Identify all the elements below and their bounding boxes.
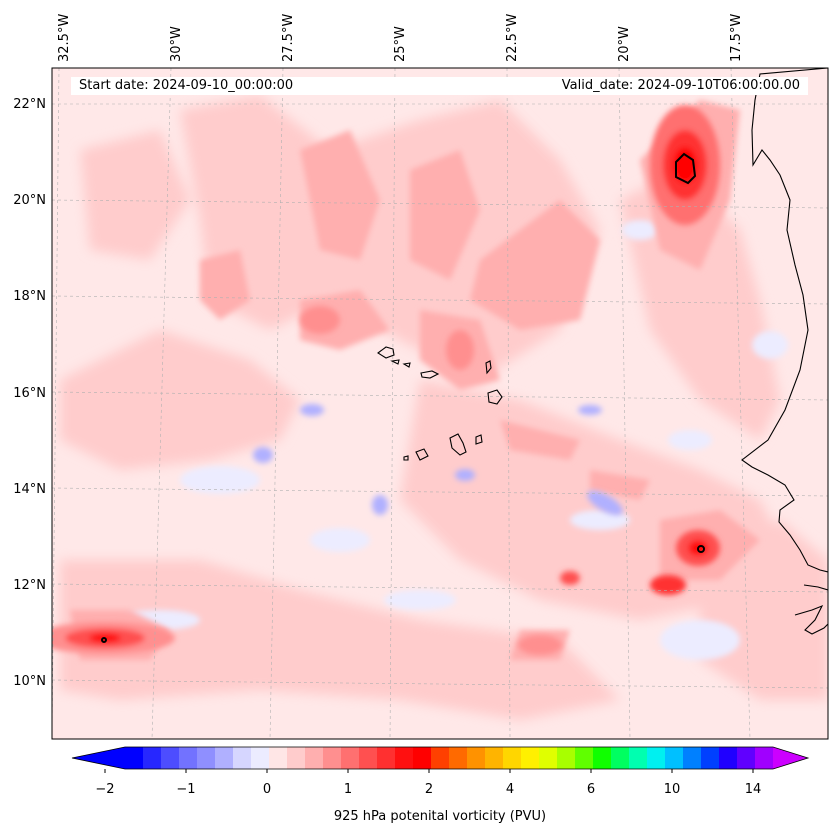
colorbar-swatch: [143, 747, 162, 769]
colorbar-swatch: [629, 747, 648, 769]
colorbar-swatch: [395, 747, 414, 769]
colorbar-tick-label: 0: [262, 782, 272, 797]
colorbar-swatch: [323, 747, 342, 769]
lat-label: 20°N: [13, 193, 46, 208]
lon-label: 25°W: [393, 26, 408, 62]
colorbar-tick-label: 1: [343, 782, 353, 797]
lat-label: 12°N: [13, 578, 46, 593]
lat-label: 18°N: [13, 289, 46, 304]
colorbar-tick-label: −1: [176, 782, 196, 797]
colorbar-swatch: [359, 747, 378, 769]
colorbar-swatch: [269, 747, 288, 769]
colorbar-frame: [71, 746, 810, 770]
islands-cabo-verde: [377, 346, 503, 461]
colorbar-swatch: [647, 747, 666, 769]
map-frame: [51, 67, 829, 740]
colorbar-tick-label: −2: [95, 782, 115, 797]
colorbar-swatch: [179, 747, 198, 769]
lon-label: 22.5°W: [505, 13, 520, 62]
colorbar-swatch: [683, 747, 702, 769]
pv-contour-lines: [101, 152, 705, 643]
colorbar-swatch: [413, 747, 432, 769]
coastline-africa: [741, 68, 828, 635]
colorbar-tick-label: 10: [663, 782, 681, 797]
valid-date-label: Valid_date: 2024-09-10T06:00:00.00: [561, 78, 800, 93]
colorbar-swatch: [575, 747, 594, 769]
colorbar-tick-label: 4: [505, 782, 515, 797]
colorbar: [71, 746, 810, 773]
lat-label: 10°N: [13, 674, 46, 689]
colorbar-swatch: [503, 747, 522, 769]
pv-field: [52, 68, 828, 739]
colorbar-swatch: [341, 747, 360, 769]
colorbar-swatch: [305, 747, 324, 769]
colorbar-swatch: [485, 747, 504, 769]
colorbar-swatch: [233, 747, 252, 769]
colorbar-swatch: [719, 747, 738, 769]
colorbar-swatch: [449, 747, 468, 769]
colorbar-tick-label: 6: [586, 782, 596, 797]
colorbar-swatch: [557, 747, 576, 769]
graticule: [52, 68, 828, 739]
colorbar-swatch: [197, 747, 216, 769]
colorbar-swatch: [737, 747, 756, 769]
colorbar-extend-under: [72, 747, 125, 769]
lon-label: 30°W: [169, 26, 184, 62]
colorbar-title: 925 hPa potenital vorticity (PVU): [333, 809, 547, 824]
colorbar-extend-over: [773, 747, 808, 769]
colorbar-swatch: [215, 747, 234, 769]
lat-label: 22°N: [13, 97, 46, 112]
colorbar-swatch: [521, 747, 540, 769]
colorbar-swatch: [611, 747, 630, 769]
colorbar-swatch: [377, 747, 396, 769]
colorbar-swatch: [161, 747, 180, 769]
lat-label: 14°N: [13, 482, 46, 497]
colorbar-swatch: [539, 747, 558, 769]
colorbar-tick-label: 2: [424, 782, 434, 797]
colorbar-tick-label: 14: [744, 782, 762, 797]
colorbar-swatch: [287, 747, 306, 769]
colorbar-swatch: [431, 747, 450, 769]
colorbar-swatch: [665, 747, 684, 769]
colorbar-swatch: [755, 747, 774, 769]
lon-label: 27.5°W: [281, 13, 296, 62]
lat-label: 16°N: [13, 386, 46, 401]
lon-label: 17.5°W: [729, 13, 744, 62]
colorbar-swatch: [467, 747, 486, 769]
pv-contour-negative: [253, 404, 623, 516]
header-bar: [71, 77, 808, 95]
colorbar-swatch: [593, 747, 612, 769]
lon-label: 32.5°W: [57, 13, 72, 62]
colorbar-swatch: [701, 747, 720, 769]
colorbar-swatch: [251, 747, 270, 769]
colorbar-swatch: [125, 747, 144, 769]
pv-contour-strong: [52, 105, 720, 655]
lon-label: 20°W: [617, 26, 632, 62]
start-date-label: Start date: 2024-09-10_00:00:00: [79, 78, 294, 93]
